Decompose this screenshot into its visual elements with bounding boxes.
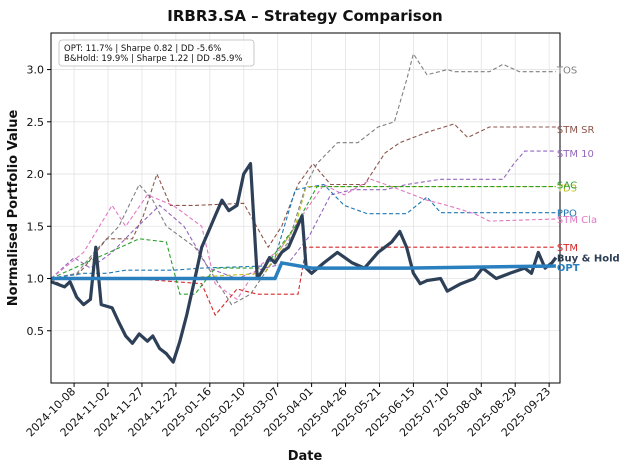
series-line-ppo bbox=[51, 183, 556, 280]
end-label-buy-hold: Buy & Hold bbox=[557, 254, 620, 265]
y-axis-ticks: 0.5 1.0 1.5 2.0 2.5 3.0 bbox=[27, 64, 51, 338]
stats-box-frame bbox=[58, 39, 255, 67]
stats-opt-line: OPT: 11.7% | Sharpe 0.82 | DD -5.6% bbox=[64, 44, 221, 54]
end-label-ppo: PPO bbox=[557, 209, 577, 220]
end-label-opt: OPT bbox=[557, 263, 580, 274]
stats-bhold-line: B&Hold: 19.9% | Sharpe 1.22 | DD -85.9% bbox=[64, 54, 243, 64]
series-line-opt bbox=[51, 260, 556, 281]
end-label-tos: TOS bbox=[556, 66, 577, 77]
y-axis-label: Normalised Portfolio Value bbox=[6, 110, 21, 307]
plot-frame bbox=[50, 32, 561, 384]
series-line-sac bbox=[51, 186, 556, 295]
series-line-stm bbox=[51, 246, 556, 317]
x-axis-label: Date bbox=[288, 449, 323, 464]
series-line-buy-hold bbox=[51, 162, 558, 364]
series-line-stm-10 bbox=[51, 150, 556, 280]
y-tick-label: 0.5 bbox=[27, 325, 45, 338]
grid-lines bbox=[51, 33, 560, 383]
end-label-stm-10: STM 10 bbox=[557, 149, 594, 160]
end-label-stm: STM bbox=[557, 243, 578, 254]
y-tick-label: 2.0 bbox=[27, 168, 45, 181]
end-label-td3: TD3 bbox=[556, 184, 577, 195]
y-tick-label: 1.5 bbox=[27, 220, 45, 233]
series-line-tos bbox=[51, 52, 556, 306]
series-line-stm-sr bbox=[51, 123, 556, 288]
stats-box: OPT: 11.7% | Sharpe 0.82 | DD -5.6% B&Ho… bbox=[58, 39, 255, 67]
chart-title: IRBR3.SA – Strategy Comparison bbox=[167, 7, 442, 25]
x-axis-ticks: 2024-10-082024-11-022024-11-272024-12-22… bbox=[24, 383, 553, 439]
y-tick-label: 3.0 bbox=[27, 64, 45, 77]
end-label-stm-sr: STM SR bbox=[557, 125, 595, 136]
y-tick-label: 2.5 bbox=[27, 116, 45, 129]
y-tick-label: 1.0 bbox=[27, 273, 45, 286]
end-label-stm-cla: STM Cla bbox=[557, 215, 597, 226]
series-layer bbox=[51, 52, 558, 364]
series-line-stm-cla bbox=[51, 178, 556, 301]
end-label-sac: SAC bbox=[557, 180, 577, 191]
